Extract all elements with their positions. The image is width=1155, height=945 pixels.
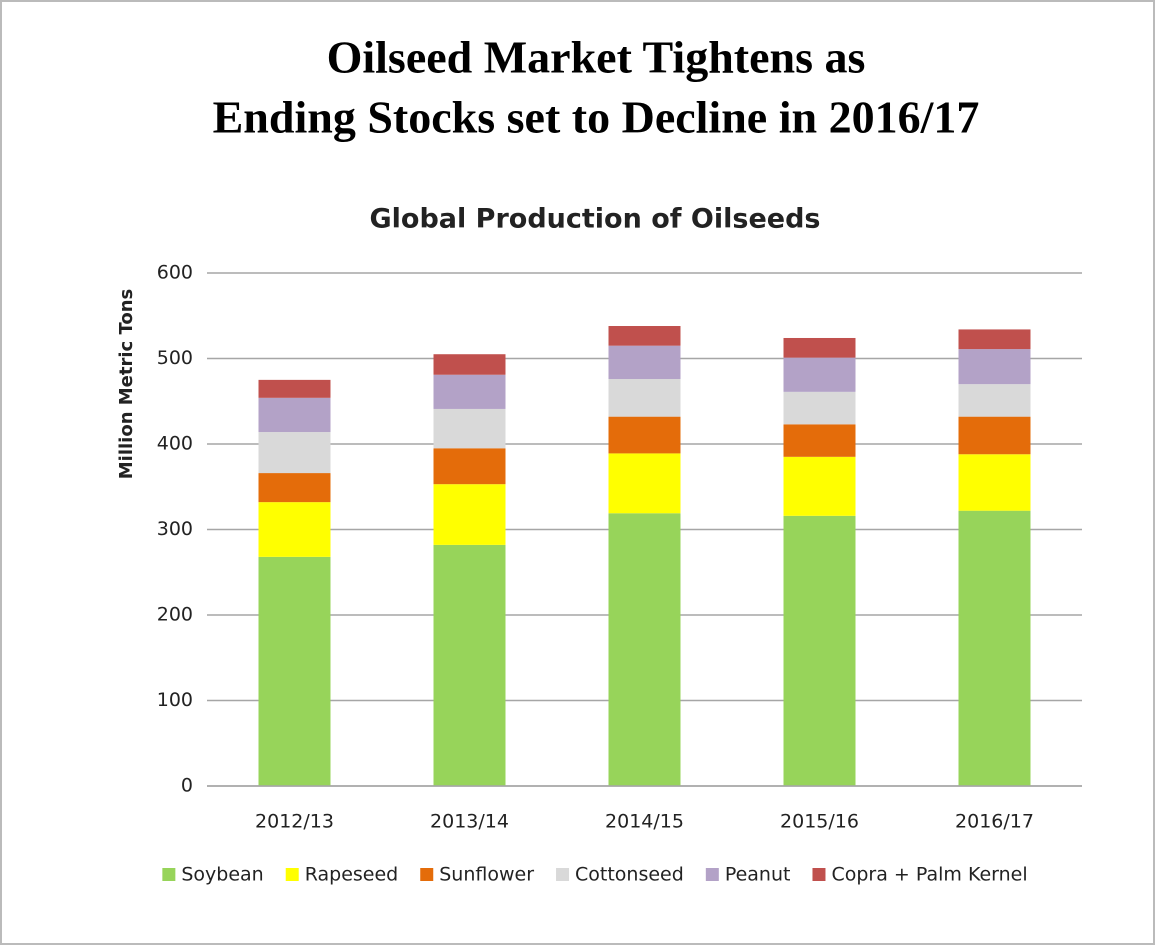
bar-segment bbox=[958, 510, 1031, 786]
bar-segment bbox=[433, 544, 506, 786]
legend-swatch bbox=[285, 868, 299, 881]
bar-segment bbox=[958, 384, 1031, 417]
bar-segment bbox=[783, 515, 856, 786]
bar-segment bbox=[783, 357, 856, 392]
bar-segment bbox=[608, 345, 681, 380]
heading-line: Oilseed Market Tightens as bbox=[327, 32, 866, 83]
legend-swatch bbox=[420, 868, 434, 881]
y-axis-label: Million Metric Tons bbox=[116, 289, 137, 480]
x-tick-label: 2015/16 bbox=[780, 811, 859, 833]
bar-segment bbox=[433, 484, 506, 545]
legend-label: Copra + Palm Kernel bbox=[831, 864, 1027, 886]
bar-segment bbox=[608, 453, 681, 514]
bar-segment bbox=[433, 448, 506, 485]
y-tick-label: 100 bbox=[157, 689, 193, 711]
x-tick-label: 2012/13 bbox=[255, 811, 334, 833]
legend-label: Rapeseed bbox=[305, 864, 399, 886]
y-tick-label: 600 bbox=[157, 262, 193, 284]
legend-label: Sunflower bbox=[439, 864, 534, 886]
bar-segment bbox=[258, 432, 331, 474]
heading-line: Ending Stocks set to Decline in 2016/17 bbox=[213, 92, 980, 143]
legend-label: Soybean bbox=[181, 864, 263, 886]
bar-segment bbox=[433, 374, 506, 409]
y-tick-label: 400 bbox=[157, 433, 193, 455]
bar-segment bbox=[433, 408, 506, 449]
bar-segment bbox=[433, 354, 506, 375]
x-tick-label: 2016/17 bbox=[955, 811, 1034, 833]
legend-swatch bbox=[812, 868, 826, 881]
legend-swatch bbox=[556, 868, 570, 881]
bar-segment bbox=[608, 379, 681, 417]
bar-segment bbox=[608, 326, 681, 346]
bar-segment bbox=[958, 416, 1031, 455]
y-tick-label: 200 bbox=[157, 604, 193, 626]
bar-segment bbox=[258, 473, 331, 503]
y-tick-label: 500 bbox=[157, 347, 193, 369]
legend-label: Peanut bbox=[725, 864, 791, 886]
bar-segment bbox=[783, 391, 856, 425]
legend-label: Cottonseed bbox=[575, 864, 684, 886]
bar-segment bbox=[958, 349, 1031, 385]
bar-segment bbox=[783, 337, 856, 358]
bar-segment bbox=[258, 502, 331, 557]
bar-segment bbox=[258, 379, 331, 398]
y-tick-label: 300 bbox=[157, 518, 193, 540]
bar-segment bbox=[608, 513, 681, 786]
chart-title: Global Production of Oilseeds bbox=[370, 204, 821, 235]
bar-segment bbox=[783, 456, 856, 516]
y-tick-label: 0 bbox=[181, 775, 193, 797]
legend-swatch bbox=[705, 868, 719, 881]
bar-segment bbox=[258, 556, 331, 786]
x-tick-label: 2013/14 bbox=[430, 811, 509, 833]
legend-swatch bbox=[162, 868, 176, 881]
x-tick-label: 2014/15 bbox=[605, 811, 684, 833]
bar-segment bbox=[783, 424, 856, 457]
bar-segment bbox=[258, 397, 331, 433]
bar-segment bbox=[958, 454, 1031, 511]
bar-segment bbox=[608, 416, 681, 454]
bar-segment bbox=[958, 329, 1031, 350]
